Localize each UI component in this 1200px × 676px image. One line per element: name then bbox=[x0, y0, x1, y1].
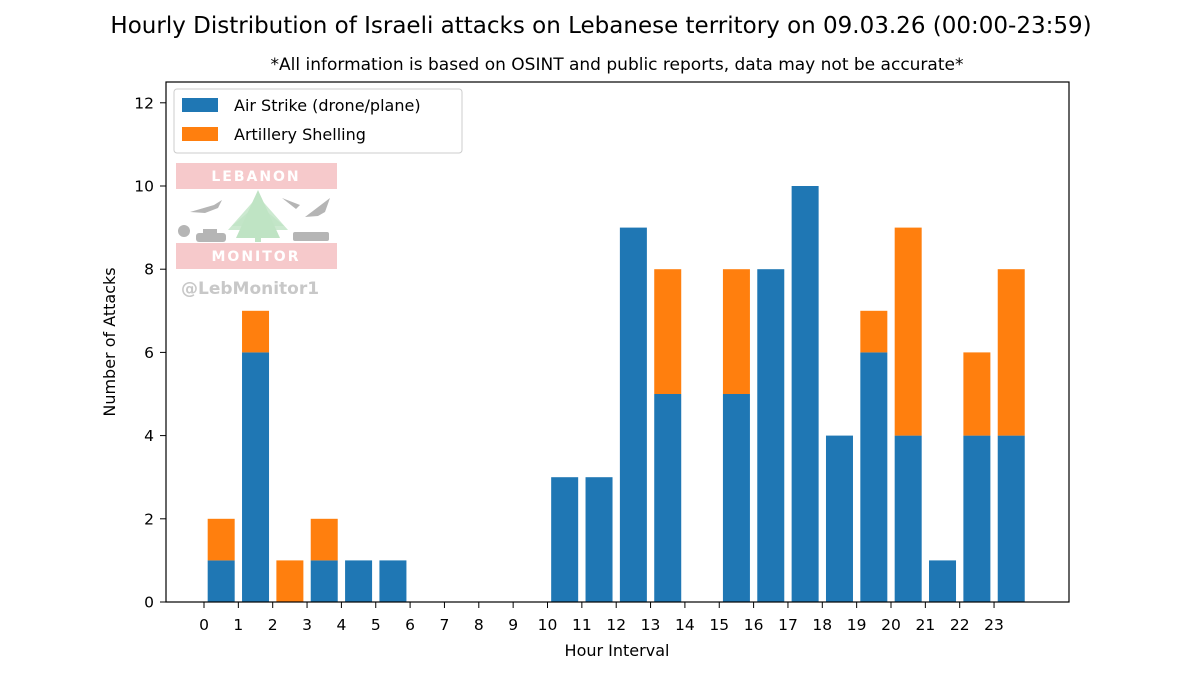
y-tick-label: 10 bbox=[134, 178, 154, 196]
military-icons bbox=[178, 198, 330, 242]
bar-artillery-hour-13 bbox=[654, 269, 682, 394]
watermark-bottom-band bbox=[176, 243, 337, 269]
x-tick-label: 7 bbox=[440, 616, 450, 634]
y-tick-label: 4 bbox=[144, 427, 154, 445]
x-tick-label: 4 bbox=[336, 616, 346, 634]
y-tick-label: 2 bbox=[144, 510, 154, 528]
bar-artillery-hour-19 bbox=[860, 310, 888, 353]
bar-air-strike-hour-13 bbox=[654, 394, 682, 602]
bar-air-strike-hour-11 bbox=[585, 477, 613, 602]
cedar-tree-icon bbox=[228, 190, 288, 242]
x-tick-label: 10 bbox=[538, 616, 558, 634]
bars-group bbox=[207, 186, 1025, 602]
legend-swatch-air-strike bbox=[182, 98, 218, 112]
bar-air-strike-hour-19 bbox=[860, 352, 888, 602]
x-tick-label: 1 bbox=[233, 616, 243, 634]
bar-artillery-hour-20 bbox=[894, 227, 922, 436]
bar-artillery-hour-3 bbox=[310, 518, 338, 561]
bar-air-strike-hour-23 bbox=[997, 435, 1025, 602]
x-tick-label: 3 bbox=[302, 616, 312, 634]
x-tick-label: 21 bbox=[915, 616, 935, 634]
x-tick-label: 14 bbox=[675, 616, 695, 634]
bar-air-strike-hour-10 bbox=[551, 477, 579, 602]
legend-label-air-strike: Air Strike (drone/plane) bbox=[234, 96, 421, 115]
tank-icon bbox=[196, 233, 226, 242]
bar-air-strike-hour-3 bbox=[310, 560, 338, 602]
x-tick-label: 12 bbox=[606, 616, 626, 634]
bar-artillery-hour-15 bbox=[722, 269, 750, 394]
bar-artillery-hour-2 bbox=[276, 560, 304, 602]
x-tick-label: 11 bbox=[572, 616, 592, 634]
bar-artillery-hour-0 bbox=[207, 518, 235, 561]
y-tick-label: 6 bbox=[144, 344, 154, 362]
tank-turret-icon bbox=[203, 229, 217, 234]
jet-icon bbox=[305, 198, 330, 217]
y-tick-label: 8 bbox=[144, 261, 154, 279]
x-axis-label: Hour Interval bbox=[565, 641, 670, 660]
bar-air-strike-hour-0 bbox=[207, 560, 235, 602]
watermark-bottom-text: MONITOR bbox=[212, 249, 301, 265]
y-tick-label: 0 bbox=[144, 594, 154, 612]
x-tick-label: 6 bbox=[405, 616, 415, 634]
bar-air-strike-hour-16 bbox=[757, 269, 785, 602]
bar-air-strike-hour-21 bbox=[929, 560, 957, 602]
x-axis: 0 1 2 3 4 5 6 7 8 9 10 11 12 13 14 15 16 17 18 19 20 21 22 23 bbox=[199, 602, 1004, 634]
x-tick-label: 5 bbox=[371, 616, 381, 634]
bar-air-strike-hour-4 bbox=[345, 560, 373, 602]
bar-air-strike-hour-15 bbox=[722, 394, 750, 602]
bar-artillery-hour-1 bbox=[242, 310, 270, 353]
watermark-top-text: LEBANON bbox=[211, 169, 300, 185]
x-tick-label: 23 bbox=[984, 616, 1004, 634]
y-tick-label: 12 bbox=[134, 94, 154, 112]
legend-swatch-artillery bbox=[182, 127, 218, 141]
plot-frame bbox=[165, 81, 1070, 603]
bar-air-strike-hour-20 bbox=[894, 435, 922, 602]
x-tick-label: 16 bbox=[744, 616, 764, 634]
x-tick-label: 20 bbox=[881, 616, 901, 634]
bar-artillery-hour-22 bbox=[963, 352, 991, 436]
bar-air-strike-hour-1 bbox=[242, 352, 270, 602]
x-tick-label: 15 bbox=[709, 616, 729, 634]
x-tick-label: 22 bbox=[950, 616, 970, 634]
x-tick-label: 13 bbox=[641, 616, 661, 634]
x-tick-label: 17 bbox=[778, 616, 798, 634]
chart-title: Hourly Distribution of Israeli attacks o… bbox=[110, 13, 1091, 39]
x-tick-label: 2 bbox=[268, 616, 278, 634]
bar-artillery-hour-23 bbox=[997, 269, 1025, 436]
bar-air-strike-hour-12 bbox=[619, 227, 647, 602]
drone-icon bbox=[282, 198, 300, 209]
legend-box bbox=[173, 88, 463, 154]
bar-air-strike-hour-22 bbox=[963, 435, 991, 602]
x-tick-label: 18 bbox=[812, 616, 832, 634]
y-axis: 0 2 4 6 8 10 12 bbox=[134, 94, 166, 612]
bar-air-strike-hour-5 bbox=[379, 560, 407, 602]
watermark-handle: @LebMonitor1 bbox=[181, 279, 319, 299]
chart-subtitle: *All information is based on OSINT and p… bbox=[271, 55, 964, 75]
tree-icon bbox=[178, 225, 190, 237]
bar-air-strike-hour-18 bbox=[825, 435, 853, 602]
x-tick-label: 9 bbox=[508, 616, 518, 634]
watermark-top-band bbox=[176, 163, 337, 189]
x-tick-label: 0 bbox=[199, 616, 209, 634]
lebanon-monitor-watermark: LEBANON MONITOR @LebMonitor1 bbox=[176, 163, 337, 299]
jet-icon bbox=[190, 200, 222, 213]
y-axis-label: Number of Attacks bbox=[100, 267, 119, 416]
legend: Air Strike (drone/plane) Artillery Shell… bbox=[173, 88, 463, 154]
x-tick-label: 8 bbox=[474, 616, 484, 634]
truck-icon bbox=[293, 232, 329, 241]
x-tick-label: 19 bbox=[847, 616, 867, 634]
legend-label-artillery: Artillery Shelling bbox=[234, 125, 366, 144]
bar-air-strike-hour-17 bbox=[791, 186, 819, 602]
